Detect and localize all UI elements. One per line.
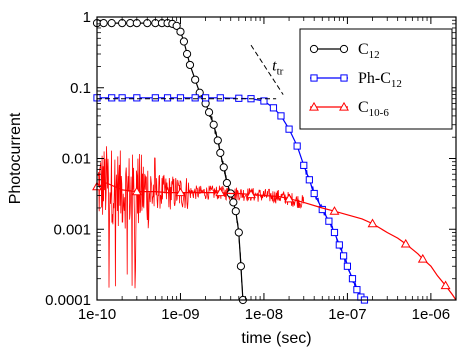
red-noise-trace bbox=[97, 146, 305, 289]
data-point-Ph-C12 bbox=[277, 112, 285, 120]
data-point-Ph-C12 bbox=[305, 176, 313, 184]
legend-marker bbox=[339, 101, 349, 111]
data-point-C10-6 bbox=[246, 189, 256, 199]
data-point-C12 bbox=[179, 37, 189, 46]
data-point-C10-6 bbox=[284, 193, 295, 203]
x-tick-label: 1e-08 bbox=[245, 306, 283, 323]
data-point-Ph-C12 bbox=[151, 94, 159, 102]
data-point-C12 bbox=[182, 49, 192, 59]
legend-marker bbox=[339, 44, 349, 54]
data-point-Ph-C12 bbox=[285, 125, 293, 133]
data-point-Ph-C12 bbox=[335, 241, 343, 249]
x-tick-label: 1e-09 bbox=[161, 306, 199, 323]
annotation-t-tr: ttr bbox=[272, 57, 284, 77]
ticks-layer: 1e-10 1e-09 1e-08 1e-07 1e-06 0.0001 0.001 0.01… bbox=[45, 9, 457, 323]
data-point-Ph-C12 bbox=[269, 104, 278, 112]
data-point-Ph-C12 bbox=[293, 142, 301, 150]
data-point-C12 bbox=[191, 75, 200, 84]
data-point-C12 bbox=[229, 198, 238, 207]
data-point-Ph-C12 bbox=[348, 275, 357, 283]
data-point-Ph-C12 bbox=[216, 94, 224, 102]
data-point-Ph-C12 bbox=[133, 94, 141, 102]
x-tick-label: 1e-10 bbox=[78, 306, 116, 323]
y-axis-title: Photocurrent bbox=[7, 112, 24, 204]
data-point-Ph-C12 bbox=[325, 217, 333, 225]
data-point-Ph-C12 bbox=[118, 94, 126, 102]
data-point-Ph-C12 bbox=[339, 252, 348, 260]
data-point-C12 bbox=[185, 60, 195, 70]
data-point-C12 bbox=[172, 21, 181, 30]
annotation-dashed-line bbox=[250, 44, 284, 95]
data-point-Ph-C12 bbox=[310, 189, 318, 198]
x-tick-label: 1e-07 bbox=[328, 306, 366, 323]
data-point-C12 bbox=[231, 207, 240, 216]
data-point-C12 bbox=[219, 163, 228, 172]
legend-marker bbox=[309, 44, 319, 54]
data-point-Ph-C12 bbox=[201, 94, 210, 102]
data-point-Ph-C12 bbox=[343, 262, 352, 270]
data-point-Ph-C12 bbox=[260, 97, 268, 105]
legend-marker bbox=[309, 101, 319, 111]
legend-label: Ph-C12 bbox=[358, 70, 402, 90]
data-point-C10-6 bbox=[215, 187, 226, 197]
data-point-C12 bbox=[99, 18, 108, 28]
data-point-C10-6 bbox=[131, 186, 142, 196]
data-point-Ph-C12 bbox=[163, 94, 172, 102]
data-point-Ph-C12 bbox=[176, 94, 185, 102]
legend-label: C12 bbox=[358, 41, 380, 61]
y-tick-label: 0.001 bbox=[53, 221, 91, 238]
y-tick-label: 0.1 bbox=[70, 80, 91, 97]
data-point-Ph-C12 bbox=[353, 286, 361, 294]
data-point-C12 bbox=[216, 148, 225, 157]
legend-marker bbox=[340, 74, 348, 82]
data-point-C10-6 bbox=[417, 253, 428, 263]
data-point-Ph-C12 bbox=[318, 205, 326, 214]
legend: C12 Ph-C12 C10-6 bbox=[299, 28, 453, 130]
data-point-C12 bbox=[176, 27, 185, 36]
data-point-Ph-C12 bbox=[330, 228, 339, 237]
data-point-C12 bbox=[234, 228, 243, 237]
data-point-C10-6 bbox=[440, 280, 451, 290]
y-tick-label: 0.0001 bbox=[45, 292, 91, 309]
data-point-C10-6 bbox=[329, 206, 340, 215]
data-point-C12 bbox=[222, 178, 232, 188]
data-point-C12 bbox=[107, 18, 116, 28]
x-tick-label: 1e-06 bbox=[412, 306, 450, 323]
y-tick-label: 0.01 bbox=[62, 151, 91, 168]
legend-box bbox=[299, 28, 453, 130]
data-point-Ph-C12 bbox=[108, 94, 116, 102]
data-point-Ph-C12 bbox=[300, 161, 308, 169]
data-point-C10-6 bbox=[400, 238, 411, 248]
data-point-C12 bbox=[209, 120, 218, 129]
legend-label: C10-6 bbox=[358, 99, 389, 119]
y-tick-label: 1 bbox=[83, 9, 91, 26]
data-point-C12 bbox=[236, 262, 246, 271]
annotation-layer: ttr bbox=[97, 44, 284, 100]
data-point-Ph-C12 bbox=[191, 94, 199, 102]
data-point-C10-6 bbox=[367, 218, 378, 228]
legend-marker bbox=[310, 74, 318, 82]
data-point-C12 bbox=[204, 108, 214, 117]
data-point-C12 bbox=[213, 136, 222, 145]
data-point-C10-6 bbox=[175, 187, 186, 197]
x-axis-title: time (sec) bbox=[241, 330, 311, 347]
